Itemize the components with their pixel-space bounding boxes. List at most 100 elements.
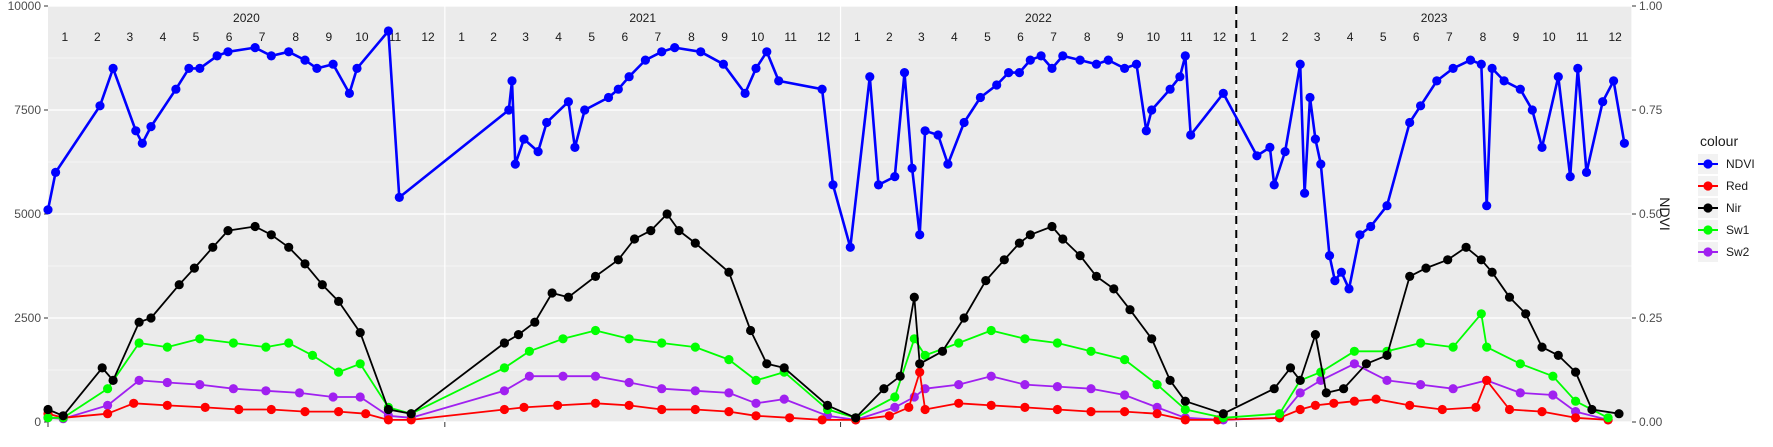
data-point <box>174 280 184 290</box>
data-point <box>865 72 875 82</box>
data-point <box>1476 309 1486 319</box>
data-point <box>547 288 557 298</box>
data-point <box>1571 367 1581 377</box>
data-point <box>890 172 900 182</box>
data-point <box>657 404 667 415</box>
data-point <box>1504 404 1515 415</box>
data-point <box>1103 55 1113 65</box>
data-point <box>223 226 233 236</box>
month-label: 10 <box>1542 30 1556 44</box>
data-point <box>1047 63 1057 73</box>
data-point <box>981 276 991 286</box>
data-point <box>986 371 996 381</box>
month-label: 10 <box>1147 30 1161 44</box>
data-point <box>603 92 614 103</box>
data-point <box>890 392 900 402</box>
data-point <box>553 400 563 410</box>
data-point <box>1025 230 1035 240</box>
data-point <box>1448 384 1458 394</box>
data-point <box>746 325 756 336</box>
data-point <box>1295 375 1305 385</box>
data-point <box>1471 402 1481 412</box>
data-point <box>1152 380 1162 390</box>
month-label: 3 <box>1314 30 1321 44</box>
data-point <box>1482 375 1492 385</box>
data-point <box>355 392 365 402</box>
data-point <box>334 296 344 306</box>
data-point <box>1014 238 1024 248</box>
data-point <box>228 384 238 394</box>
data-point <box>1052 338 1062 348</box>
right-tick-label: 0.25 <box>1639 311 1663 325</box>
month-label: 7 <box>259 30 266 44</box>
year-label: 2020 <box>233 11 260 25</box>
data-point <box>1316 367 1326 377</box>
data-point <box>1014 68 1024 78</box>
data-point <box>662 209 672 219</box>
legend-key-point <box>1703 225 1713 235</box>
data-point <box>1382 375 1392 385</box>
month-label: 2 <box>94 30 101 44</box>
data-point <box>146 122 156 132</box>
year-label: 2023 <box>1421 11 1448 25</box>
data-point <box>1448 342 1458 352</box>
right-axis: 0.00 0.25 0.50 0.75 1.00 NDVI <box>1632 0 1673 429</box>
data-point <box>406 409 416 419</box>
data-point <box>1310 330 1320 340</box>
data-point <box>1285 363 1296 373</box>
legend: colour NDVI Red Nir Sw1 Sw2 <box>1698 133 1755 262</box>
data-point <box>162 400 172 410</box>
data-point <box>510 159 520 169</box>
data-point <box>266 230 276 240</box>
data-point <box>624 400 634 410</box>
data-point <box>1125 305 1135 315</box>
data-point <box>1571 413 1581 423</box>
data-point <box>1165 375 1175 385</box>
data-point <box>762 359 772 369</box>
data-point <box>266 404 276 415</box>
data-point <box>1443 255 1453 265</box>
data-point <box>352 63 362 73</box>
data-point <box>1131 59 1142 69</box>
month-label: 11 <box>1180 30 1193 44</box>
month-label: 3 <box>918 30 925 44</box>
data-point <box>58 411 68 421</box>
data-point <box>103 409 113 419</box>
data-point <box>1355 230 1365 240</box>
data-point <box>724 388 734 398</box>
data-point <box>1180 396 1190 406</box>
data-point <box>1086 346 1096 356</box>
month-label: 7 <box>1446 30 1453 44</box>
data-point <box>228 338 238 348</box>
data-point <box>624 72 634 82</box>
data-point <box>1180 51 1190 61</box>
data-point <box>590 371 601 381</box>
data-point <box>657 384 667 394</box>
data-point <box>1553 350 1563 360</box>
data-point <box>779 394 789 404</box>
data-point <box>134 317 144 327</box>
data-point <box>751 375 761 385</box>
data-point <box>624 334 634 344</box>
month-label: 10 <box>751 30 765 44</box>
data-point <box>558 371 568 381</box>
data-point <box>907 163 917 173</box>
data-point <box>507 76 517 86</box>
month-label: 10 <box>355 30 369 44</box>
month-label: 3 <box>127 30 134 44</box>
data-point <box>640 55 651 65</box>
data-point <box>1305 92 1315 103</box>
data-point <box>920 404 930 415</box>
data-point <box>690 386 700 396</box>
data-point <box>1058 51 1068 61</box>
data-point <box>1336 267 1346 277</box>
data-point <box>1180 415 1190 425</box>
data-point <box>724 267 734 277</box>
series-red <box>43 367 1613 425</box>
data-point <box>1437 404 1447 415</box>
data-point <box>657 338 667 348</box>
data-point <box>294 388 305 398</box>
data-point <box>1349 346 1359 356</box>
data-point <box>1025 55 1035 65</box>
data-point <box>1218 409 1228 419</box>
